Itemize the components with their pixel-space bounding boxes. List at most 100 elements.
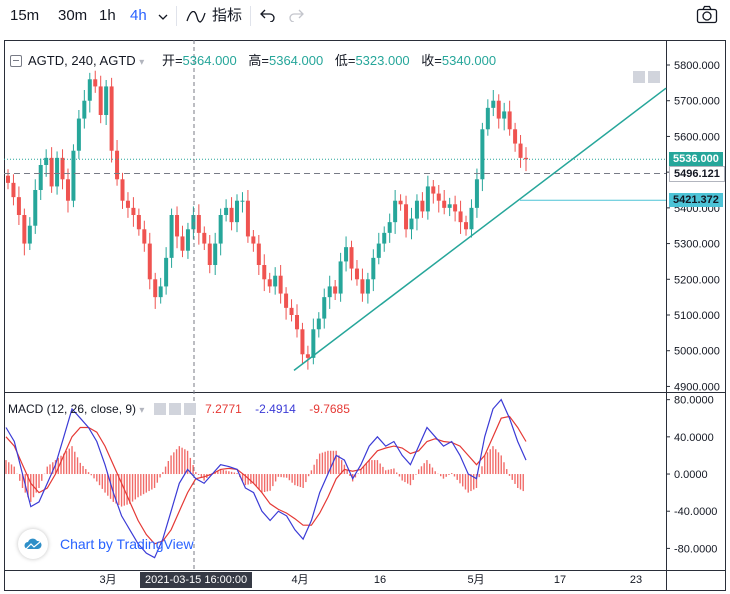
candle-body (447, 204, 452, 208)
candle-body (316, 318, 321, 330)
last-price-tag: 5536.000 (669, 152, 723, 166)
macd-line-value: -2.4914 (255, 402, 296, 416)
macd-settings-icon[interactable] (168, 402, 181, 415)
macd-close-icon[interactable] (183, 402, 196, 415)
candle-body (278, 275, 283, 294)
candle-body (65, 179, 70, 201)
candle-body (338, 261, 343, 294)
candle-body (158, 286, 163, 298)
macd-visibility-icon[interactable] (153, 402, 166, 415)
macd-legend: MACD (12, 26, close, 9) ▾ 7.2771 -2.4914… (8, 401, 350, 419)
pane-minimize-icon[interactable] (633, 70, 645, 83)
interval-1h[interactable]: 1h (99, 7, 116, 24)
pane-maximize-icon[interactable] (648, 70, 660, 83)
time-tick-label: 16 (374, 574, 386, 586)
pane-buttons (630, 69, 660, 87)
candle-body (398, 200, 403, 205)
candle-body (33, 190, 38, 226)
candle-body (513, 129, 518, 144)
candle-body (93, 79, 98, 87)
candle-body (38, 165, 43, 190)
candle-body (436, 193, 441, 201)
candle-body (507, 111, 512, 130)
macd-label: MACD (12, 26, close, 9) (8, 402, 137, 416)
candle-body (169, 215, 174, 258)
candle-body (251, 236, 256, 244)
candle-body (104, 86, 109, 115)
branding-text: Chart by TradingView (60, 536, 194, 552)
candle-body (71, 150, 76, 201)
candle-body (229, 207, 234, 223)
candle-body (365, 279, 370, 294)
candle-body (147, 243, 152, 280)
price-tick-label: 5200.000 (674, 274, 720, 286)
candle-body (284, 293, 289, 308)
candle-body (44, 157, 49, 165)
candle-body (185, 229, 190, 251)
candle-body (115, 150, 120, 180)
candle-body (425, 186, 430, 212)
camera-icon[interactable] (696, 5, 718, 31)
candle-body (327, 286, 332, 298)
macd-signal-value: -9.7685 (309, 402, 350, 416)
candle-body (360, 279, 365, 294)
candle-body (6, 175, 10, 183)
candle-body (349, 247, 354, 269)
candle-body (344, 247, 349, 262)
candle-body (474, 179, 479, 208)
interval-15m[interactable]: 15m (10, 7, 40, 24)
collapse-legend-icon[interactable] (10, 54, 22, 67)
redo-icon[interactable] (288, 8, 304, 28)
macd-chevron-icon[interactable]: ▾ (139, 405, 145, 416)
candle-body (153, 279, 158, 298)
candle-body (442, 200, 447, 208)
toolbar-divider (176, 6, 177, 26)
price-tick-label: 5700.000 (674, 96, 720, 108)
macd-hist-value: 7.2771 (205, 402, 242, 416)
candle-body (524, 157, 528, 160)
candle-body (464, 222, 469, 230)
candle-body (245, 200, 250, 237)
symbol-chevron-icon[interactable]: ▾ (139, 57, 145, 68)
candle-body (180, 236, 185, 251)
candle-body (409, 218, 414, 230)
candle-body (354, 268, 359, 280)
low-label: 低= (334, 53, 356, 68)
candle-body (202, 232, 207, 244)
chevron-down-icon[interactable] (158, 8, 168, 28)
interval-30m[interactable]: 30m (58, 7, 88, 24)
candle-body (11, 182, 16, 198)
candle-body (300, 329, 305, 355)
candle-body (480, 129, 485, 180)
candle-body (191, 215, 196, 230)
candle-body (55, 157, 60, 187)
undo-icon[interactable] (260, 8, 276, 28)
candle-body (496, 100, 501, 119)
time-tick-label: 17 (554, 574, 566, 586)
candle-body (109, 86, 114, 151)
candle-body (262, 265, 267, 280)
candle-body (431, 186, 436, 194)
candle-body (131, 207, 136, 215)
price-tick-label: 4900.000 (674, 381, 720, 393)
candle-body (273, 275, 278, 287)
chart-container[interactable]: 4900.000 5000.000 5100.000 5200.000 5300.000… (4, 40, 726, 591)
dashed-price-tag: 5496.121 (669, 166, 725, 182)
interval-4h[interactable]: 4h (130, 7, 147, 24)
candle-body (136, 215, 141, 230)
indicators-button[interactable]: 指标 (212, 7, 243, 24)
candle-body (518, 143, 523, 158)
candle-body (404, 204, 409, 230)
candle-body (256, 243, 261, 265)
candle-body (387, 222, 392, 233)
close-label: 收= (421, 53, 442, 68)
candle-body (196, 215, 201, 233)
candle-body (27, 225, 32, 244)
candle-body (175, 215, 180, 237)
chart-canvas[interactable]: 4900.000 5000.000 5100.000 5200.000 5300.000… (4, 40, 726, 591)
candle-body (371, 257, 376, 280)
candle-body (333, 286, 338, 294)
indicator-wave-icon[interactable] (186, 9, 206, 29)
tradingview-branding[interactable]: Chart by TradingView (18, 529, 194, 559)
candle-body (305, 354, 310, 358)
